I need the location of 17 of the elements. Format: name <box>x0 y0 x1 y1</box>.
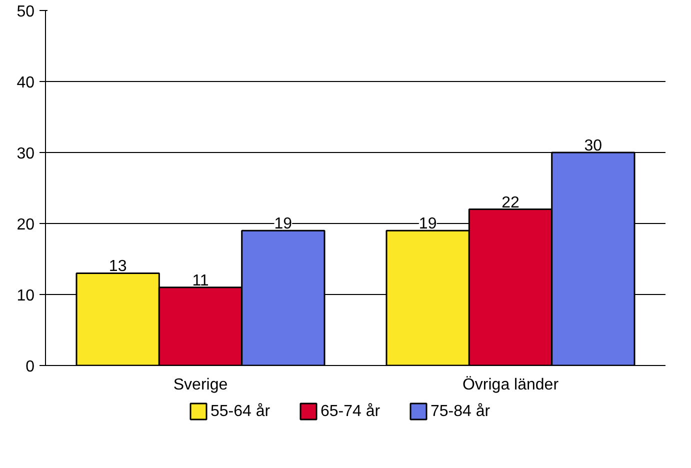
y-tick-label: 10 <box>16 288 35 304</box>
data-label: 22 <box>502 194 520 212</box>
x-tick-label: Övriga länder <box>462 376 560 394</box>
data-label: 19 <box>274 216 292 233</box>
x-tick-label: Sverige <box>173 376 228 394</box>
legend-label: 75-84 år <box>430 403 491 420</box>
legend-label: 55-64 år <box>210 403 271 420</box>
legend-label: 65-74 år <box>320 403 381 420</box>
data-label: 11 <box>192 272 209 290</box>
data-label: 19 <box>418 216 437 233</box>
y-tick-label: 0 <box>26 358 35 376</box>
data-label: 13 <box>108 258 127 276</box>
y-tick-label: 30 <box>16 146 35 162</box>
y-tick-label: 20 <box>16 216 35 234</box>
y-tick-label: 40 <box>16 74 35 92</box>
y-tick-label: 50 <box>16 4 35 20</box>
data-label: 30 <box>584 138 602 154</box>
